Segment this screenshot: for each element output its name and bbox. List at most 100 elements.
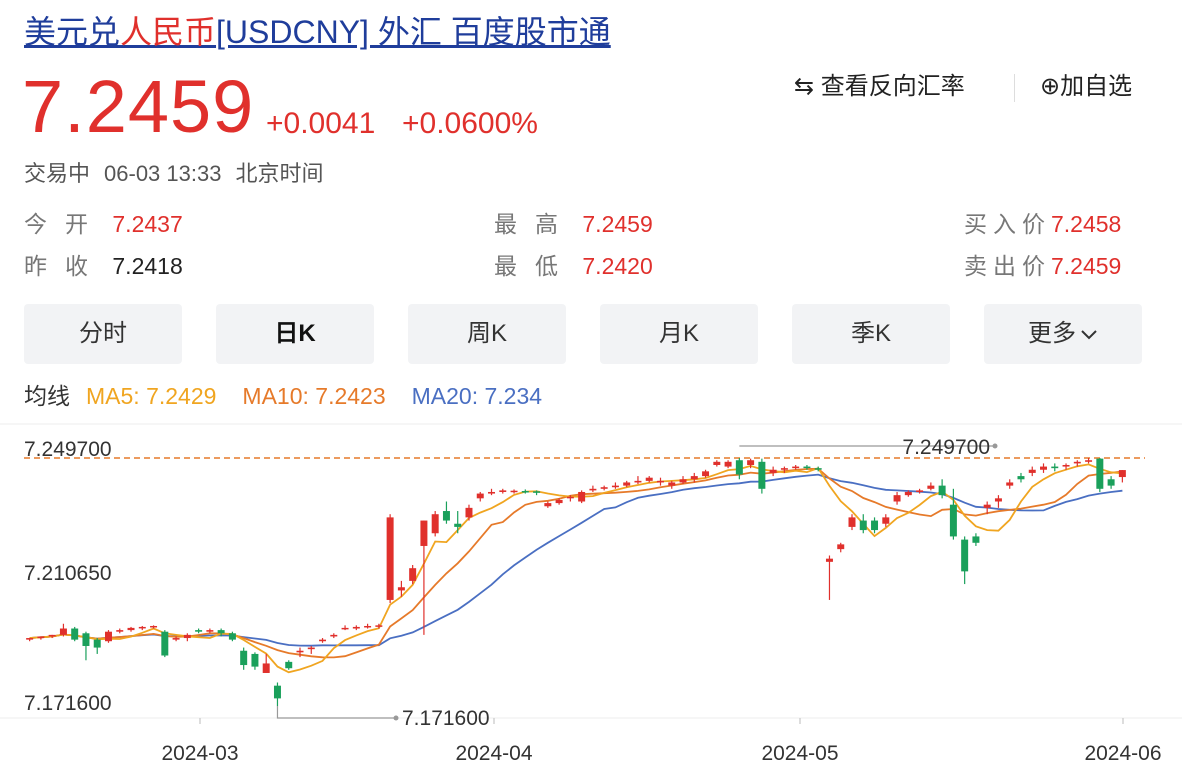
candle-body bbox=[994, 498, 1002, 502]
ma10-value: MA10: 7.2423 bbox=[242, 383, 386, 409]
candle-body bbox=[634, 480, 642, 483]
candle-body bbox=[1107, 479, 1115, 486]
candle-body bbox=[1118, 470, 1126, 478]
tab-intraday[interactable]: 分时 bbox=[24, 304, 182, 364]
candle-body bbox=[702, 471, 710, 477]
stat-prev-close: 昨收 7.2418 bbox=[24, 250, 183, 282]
candle-body bbox=[442, 511, 450, 521]
stat-bid-label: 买入价 bbox=[964, 211, 1051, 237]
tab-quarterly-k[interactable]: 季K bbox=[792, 304, 950, 364]
candle-body bbox=[972, 536, 980, 543]
ma10-line bbox=[29, 467, 1123, 659]
stat-ask-label: 卖出价 bbox=[964, 253, 1051, 279]
y-tick-label: 7.249700 bbox=[24, 438, 112, 461]
candle-body bbox=[488, 491, 496, 494]
candle-body bbox=[37, 636, 45, 639]
tab-more[interactable]: 更多 bbox=[984, 304, 1142, 364]
ma-label: 均线 bbox=[24, 383, 70, 409]
stat-prev-close-label: 昨收 bbox=[24, 253, 106, 279]
candle-body bbox=[859, 520, 867, 531]
candle-body bbox=[1028, 469, 1036, 473]
stat-low-value: 7.2420 bbox=[582, 253, 653, 279]
candle-body bbox=[228, 633, 236, 640]
candle-body bbox=[420, 520, 428, 546]
candle-body bbox=[262, 663, 270, 673]
candle-body bbox=[341, 627, 349, 630]
candle-body bbox=[679, 479, 687, 483]
x-tick-label: 2024-03 bbox=[161, 742, 238, 765]
candle-body bbox=[656, 480, 664, 483]
tab-daily-k[interactable]: 日K bbox=[216, 304, 374, 364]
candle-body bbox=[949, 504, 957, 537]
kline-chart[interactable]: 7.249700 7.210650 7.171600 2024-03 2024-04 20… bbox=[0, 420, 1182, 778]
candle-body bbox=[578, 491, 586, 502]
candle-body bbox=[1006, 482, 1014, 486]
candle-body bbox=[792, 466, 800, 469]
stat-low: 最低 7.2420 bbox=[494, 250, 653, 282]
candle-body bbox=[668, 482, 676, 486]
tab-weekly-k[interactable]: 周K bbox=[408, 304, 566, 364]
min-callout-line bbox=[276, 706, 396, 719]
tab-monthly-k[interactable]: 月K bbox=[600, 304, 758, 364]
candle-body bbox=[93, 639, 101, 648]
x-tick-label: 2024-06 bbox=[1084, 742, 1161, 765]
candle-body bbox=[499, 490, 507, 492]
add-watchlist-label: 加自选 bbox=[1060, 73, 1133, 100]
page-title[interactable]: 美元兑人民币[USDCNY] 外汇 百度股市通 bbox=[24, 10, 611, 54]
candle-body bbox=[1096, 458, 1104, 489]
candle-body bbox=[848, 517, 856, 527]
candle-body bbox=[893, 495, 901, 502]
x-tick-label: 2024-04 bbox=[455, 742, 532, 765]
candle-body bbox=[938, 485, 946, 496]
candle-body bbox=[352, 626, 360, 629]
stat-high-value: 7.2459 bbox=[582, 211, 653, 237]
trading-timezone: 北京时间 bbox=[235, 161, 324, 186]
max-callout-dot bbox=[992, 443, 998, 449]
candle-body bbox=[555, 499, 563, 504]
candle-body bbox=[803, 466, 811, 469]
moving-average-legend: 均线 MA5: 7.2429 MA10: 7.2423 MA20: 7.234 bbox=[24, 380, 568, 412]
candle-body bbox=[1085, 460, 1093, 462]
candle-body bbox=[871, 520, 879, 531]
candle-body bbox=[780, 468, 788, 470]
candle-body bbox=[510, 490, 518, 493]
candle-body bbox=[127, 627, 135, 631]
candle-body bbox=[961, 539, 969, 572]
candle-body bbox=[589, 488, 597, 491]
stat-open-value: 7.2437 bbox=[112, 211, 183, 237]
reverse-rate-button[interactable]: ⇆ 查看反向汇率 bbox=[794, 70, 965, 104]
candle-body bbox=[916, 490, 924, 492]
candle-body bbox=[476, 493, 484, 499]
candle-body bbox=[240, 650, 248, 666]
candle-body bbox=[397, 587, 405, 591]
ma-lines bbox=[29, 463, 1123, 674]
ma5-value: MA5: 7.2429 bbox=[86, 383, 217, 409]
candle-body bbox=[150, 625, 158, 628]
stat-open-label: 今开 bbox=[24, 211, 106, 237]
candle-body bbox=[48, 634, 56, 637]
candle-body bbox=[375, 625, 383, 627]
stat-open: 今开 7.2437 bbox=[24, 208, 183, 240]
stat-bid: 买入价7.2458 bbox=[964, 208, 1121, 240]
candle-body bbox=[758, 461, 766, 489]
title-highlight: 人民币 bbox=[120, 14, 217, 50]
candle-body bbox=[172, 638, 180, 640]
candle-body bbox=[623, 482, 631, 486]
candle-body bbox=[465, 507, 473, 518]
candle-body bbox=[1073, 461, 1081, 464]
swap-icon: ⇆ bbox=[794, 73, 815, 100]
candle-body bbox=[814, 468, 822, 470]
candle-body bbox=[645, 477, 653, 481]
stat-ask: 卖出价7.2459 bbox=[964, 250, 1121, 282]
candle-body bbox=[724, 461, 732, 467]
candle-body bbox=[1017, 476, 1025, 480]
candle-body bbox=[747, 460, 755, 465]
stat-high: 最高 7.2459 bbox=[494, 208, 653, 240]
divider bbox=[1014, 74, 1015, 102]
stat-low-label: 最低 bbox=[494, 253, 576, 279]
candle-body bbox=[26, 638, 34, 640]
price-change: +0.0041 bbox=[266, 107, 376, 140]
candle-body bbox=[882, 517, 890, 524]
candle-body bbox=[533, 491, 541, 493]
add-watchlist-button[interactable]: ⊕加自选 bbox=[1040, 70, 1132, 104]
